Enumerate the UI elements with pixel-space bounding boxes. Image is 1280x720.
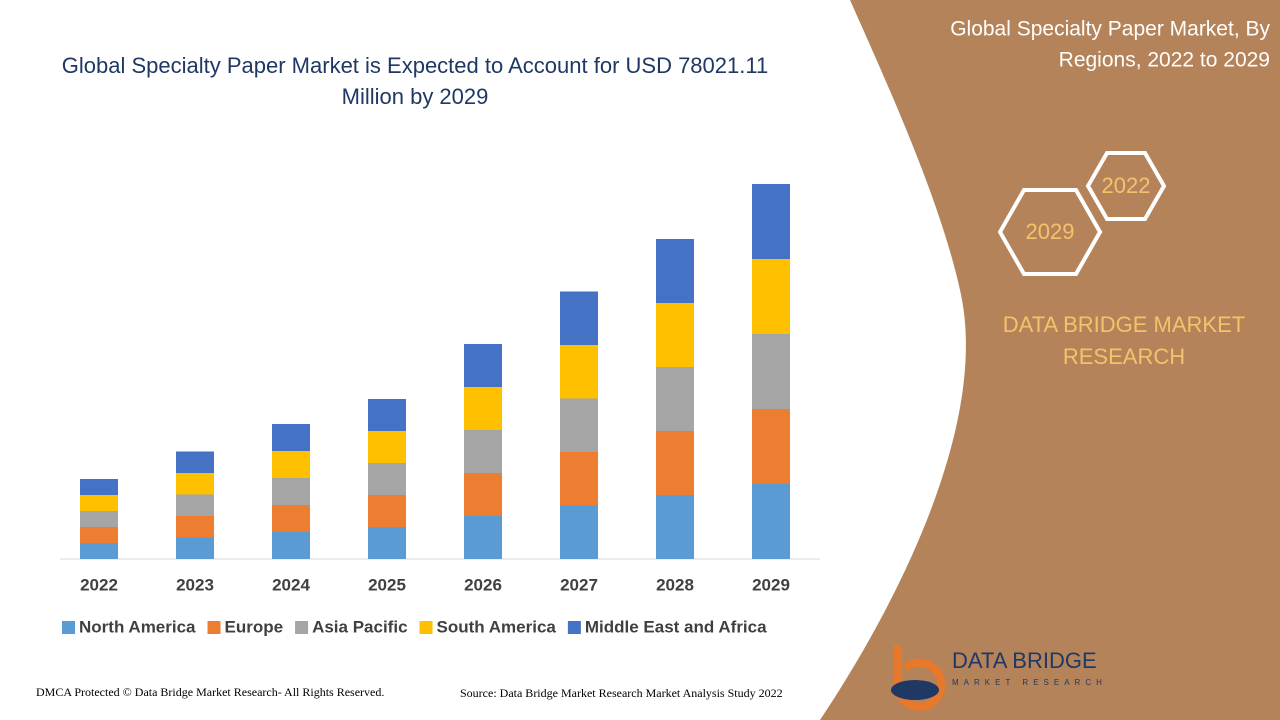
- legend-swatch: [207, 621, 221, 634]
- bar-segment: [464, 387, 502, 430]
- bar-segment: [656, 367, 694, 431]
- legend-label: Europe: [225, 617, 284, 636]
- bar-segment: [656, 431, 694, 495]
- legend-swatch: [419, 621, 433, 634]
- bar-segment: [560, 398, 598, 452]
- panel-title-line1: Global Specialty Paper Market, By: [950, 18, 1270, 41]
- chart-title-line2: Million by 2029: [342, 84, 489, 109]
- bar-segment: [80, 479, 118, 495]
- source: Source: Data Bridge Market Research Mark…: [460, 686, 783, 700]
- side-panel: [820, 0, 1280, 720]
- brand-line1: DATA BRIDGE MARKET: [1003, 312, 1245, 337]
- bar-segment: [464, 516, 502, 559]
- bar-segment: [656, 495, 694, 559]
- bar-segment: [560, 291, 598, 345]
- bar-segment: [464, 344, 502, 387]
- bar-segment: [560, 452, 598, 506]
- copyright: DMCA Protected © Data Bridge Market Rese…: [36, 685, 384, 699]
- bar-segment: [752, 259, 790, 334]
- bar-segment: [752, 409, 790, 484]
- bar-segment: [176, 494, 214, 516]
- bar-segment: [272, 451, 310, 478]
- x-tick-label: 2029: [752, 575, 790, 594]
- bar-segment: [176, 516, 214, 538]
- legend-swatch: [567, 621, 581, 634]
- bar-segment: [368, 495, 406, 527]
- x-tick-label: 2026: [464, 575, 502, 594]
- legend-swatch: [295, 621, 309, 634]
- bar-segment: [368, 399, 406, 431]
- legend-swatch: [62, 621, 75, 634]
- panel-title-line2: Regions, 2022 to 2029: [1059, 49, 1270, 72]
- chart: 2022 2023 2024 2025 2026 2027 2028 2029: [80, 184, 790, 594]
- legend-label: South America: [437, 617, 557, 636]
- bar-segment: [176, 537, 214, 559]
- x-tick-label: 2027: [560, 575, 598, 594]
- bar-segment: [656, 303, 694, 367]
- logo-tagline: MARKET RESEARCH: [952, 678, 1107, 687]
- legend-label: Middle East and Africa: [585, 617, 767, 636]
- legend-label: North America: [79, 617, 196, 636]
- bar-segment: [368, 463, 406, 495]
- bar-segment: [80, 543, 118, 559]
- bar-segment: [80, 495, 118, 511]
- bar-segment: [464, 430, 502, 473]
- bar-segment: [752, 334, 790, 409]
- chart-title-line1: Global Specialty Paper Market is Expecte…: [62, 53, 768, 78]
- bar-segment: [272, 424, 310, 451]
- bar-segment: [656, 239, 694, 303]
- x-tick-label: 2022: [80, 575, 118, 594]
- bar-segment: [752, 484, 790, 559]
- hexagon: [1085, 151, 1167, 221]
- logo: DATA BRIDGE MARKET RESEARCH: [891, 645, 1107, 711]
- bar-segment: [368, 527, 406, 559]
- x-tick-label: 2024: [272, 575, 310, 594]
- bar-segment: [80, 511, 118, 527]
- logo-name: DATA BRIDGE: [952, 648, 1097, 673]
- bar-segment: [560, 345, 598, 399]
- bar-segment: [368, 431, 406, 463]
- bar-segment: [752, 184, 790, 259]
- bar-segment: [80, 527, 118, 543]
- bar-segment: [176, 473, 214, 495]
- bar-segment: [560, 505, 598, 559]
- bar-segment: [176, 451, 214, 473]
- hexagon: [997, 188, 1103, 276]
- bar-segment: [272, 478, 310, 505]
- brand-line2: RESEARCH: [1063, 344, 1185, 369]
- hex-label: 2029: [1026, 219, 1075, 244]
- x-tick-label: 2028: [656, 575, 694, 594]
- legend-label: Asia Pacific: [312, 617, 407, 636]
- x-tick-label: 2023: [176, 575, 214, 594]
- hex-label: 2022: [1102, 173, 1151, 198]
- x-tick-label: 2025: [368, 575, 406, 594]
- bar-segment: [272, 532, 310, 559]
- legend: North America Europe Asia Pacific South Ame…: [62, 617, 767, 636]
- bar-segment: [272, 505, 310, 532]
- bar-segment: [464, 473, 502, 516]
